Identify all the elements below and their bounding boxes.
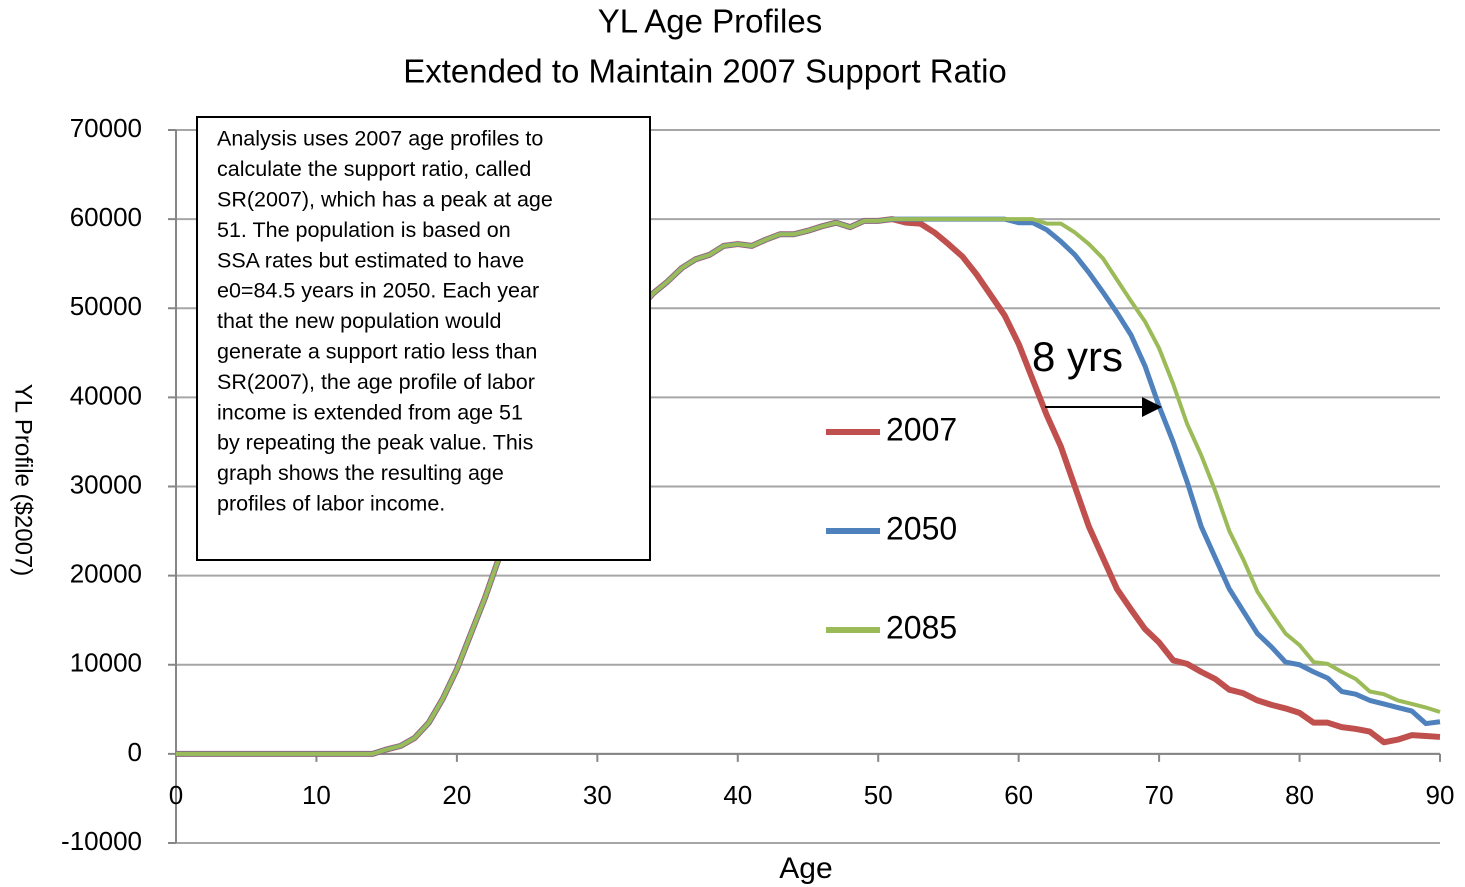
annotation-line: by repeating the peak value. This: [217, 431, 533, 455]
annotation-line: e0=84.5 years in 2050. Each year: [217, 279, 539, 303]
annotation-line: SR(2007), the age profile of labor: [217, 370, 535, 394]
y-tick-label: 10000: [70, 648, 142, 678]
series-line: [176, 217, 1441, 756]
x-tick-label: 10: [302, 780, 331, 810]
annotation-line: SR(2007), which has a peak at age: [217, 187, 553, 211]
legend-label: 2085: [886, 609, 957, 645]
chart-subtitle: Extended to Maintain 2007 Support Ratio: [403, 53, 1007, 90]
y-tick-label: 30000: [70, 469, 142, 499]
annotation-line: that the new population would: [217, 309, 502, 333]
x-tick-label: 60: [1004, 780, 1033, 810]
legend-label: 2050: [886, 510, 957, 546]
x-tick-label: 70: [1145, 780, 1174, 810]
annotation-line: calculate the support ratio, called: [217, 157, 531, 181]
y-axis-label: YL Profile ($2007): [10, 384, 37, 577]
annotation-line: generate a support ratio less than: [217, 339, 537, 363]
x-tick-label: 80: [1285, 780, 1314, 810]
x-tick-label: 20: [442, 780, 471, 810]
y-tick-label: -10000: [61, 826, 142, 856]
annotation-line: Analysis uses 2007 age profiles to: [217, 127, 543, 151]
y-tick-label: 0: [128, 737, 142, 767]
x-tick-label: 30: [583, 780, 612, 810]
annotation-line: profiles of labor income.: [217, 491, 445, 515]
x-axis-label: Age: [779, 852, 832, 885]
y-tick-label: 50000: [70, 291, 142, 321]
x-tick-label: 0: [169, 780, 183, 810]
x-tick-label: 90: [1426, 780, 1455, 810]
annotation-line: income is extended from age 51: [217, 400, 523, 424]
y-tick-label: 40000: [70, 380, 142, 410]
x-tick-label: 40: [723, 780, 752, 810]
annotation-line: 51. The population is based on: [217, 218, 511, 242]
annotation-box: [196, 116, 651, 561]
y-tick-label: 70000: [70, 113, 142, 143]
annotation-line: graph shows the resulting age: [217, 461, 504, 485]
annotation-line: SSA rates but estimated to have: [217, 248, 524, 272]
shift-label: 8 yrs: [1032, 333, 1123, 380]
legend-label: 2007: [886, 411, 957, 447]
y-tick-label: 20000: [70, 559, 142, 589]
x-tick-label: 50: [864, 780, 893, 810]
y-tick-label: 60000: [70, 202, 142, 232]
chart-title: YL Age Profiles: [598, 3, 822, 40]
